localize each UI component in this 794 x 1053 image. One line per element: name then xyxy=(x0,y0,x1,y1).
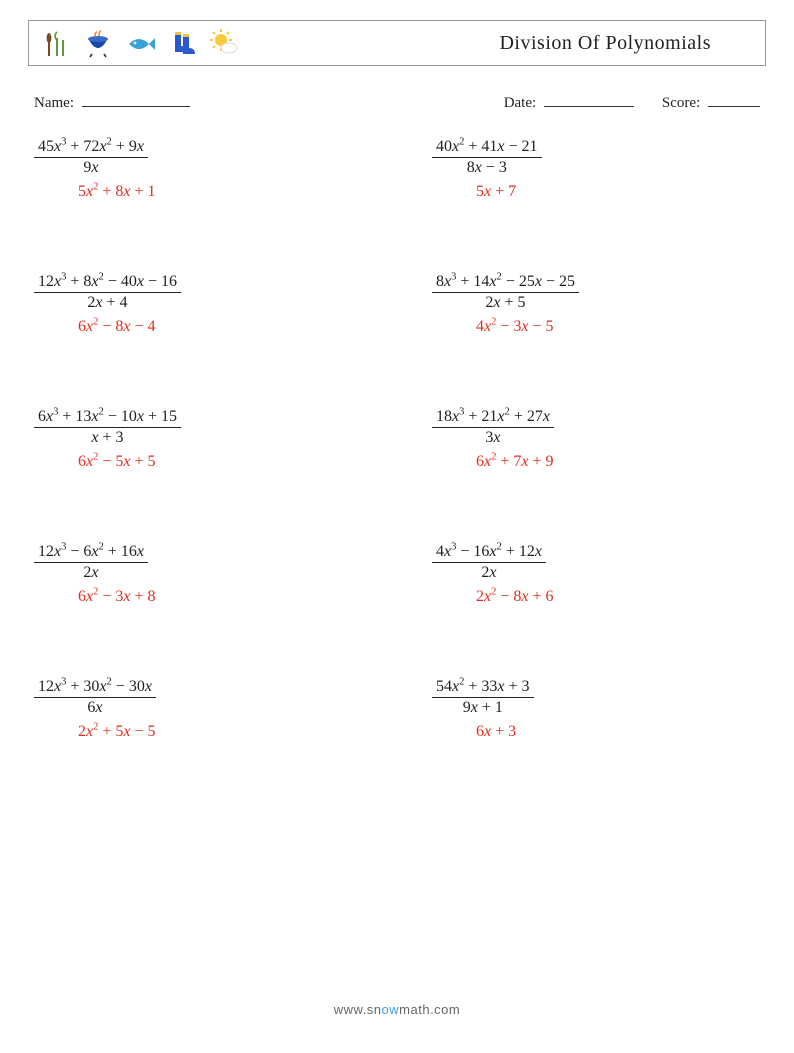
answer: 4x2 − 3x − 5 xyxy=(432,318,554,336)
cauldron-icon xyxy=(81,26,115,60)
worksheet-page: Division Of Polynomials Name: Date: Scor… xyxy=(0,0,794,1053)
problem-6: 18x3 + 21x2 + 27x3x 6x2 + 7x + 9 xyxy=(402,408,764,471)
fraction: 12x3 − 6x2 + 16x2x xyxy=(34,543,148,582)
fraction: 45x3 + 72x2 + 9x9x xyxy=(34,138,148,177)
name-blank[interactable] xyxy=(82,92,190,107)
info-row: Name: Date: Score: xyxy=(34,92,760,112)
problems-grid: 45x3 + 72x2 + 9x9x 5x2 + 8x + 1 40x2 + 41x… xyxy=(28,132,766,741)
numerator: 6x3 + 13x2 − 10x + 15 xyxy=(34,408,181,428)
fraction: 12x3 + 8x2 − 40x − 162x + 4 xyxy=(34,273,181,312)
fraction: 4x3 − 16x2 + 12x2x xyxy=(432,543,546,582)
denominator: 2x + 5 xyxy=(432,293,579,312)
date-field: Date: xyxy=(504,92,634,112)
numerator: 18x3 + 21x2 + 27x xyxy=(432,408,554,428)
fraction: 18x3 + 21x2 + 27x3x xyxy=(432,408,554,447)
numerator: 4x3 − 16x2 + 12x xyxy=(432,543,546,563)
problem-10: 54x2 + 33x + 39x + 1 6x + 3 xyxy=(402,678,764,741)
answer: 5x + 7 xyxy=(432,183,516,201)
answer: 6x2 − 5x + 5 xyxy=(34,453,156,471)
denominator: 2x xyxy=(34,563,148,582)
name-field: Name: xyxy=(34,92,190,112)
name-label: Name: xyxy=(34,95,74,111)
fish-icon xyxy=(123,26,157,60)
score-field: Score: xyxy=(662,92,760,112)
answer: 2x2 − 8x + 6 xyxy=(432,588,554,606)
answer: 2x2 + 5x − 5 xyxy=(34,723,156,741)
fraction: 8x3 + 14x2 − 25x − 252x + 5 xyxy=(432,273,579,312)
problem-3: 12x3 + 8x2 − 40x − 162x + 4 6x2 − 8x − 4 xyxy=(30,273,392,336)
numerator: 12x3 + 8x2 − 40x − 16 xyxy=(34,273,181,293)
header-bar: Division Of Polynomials xyxy=(28,20,766,66)
denominator: x + 3 xyxy=(34,428,181,447)
numerator: 12x3 + 30x2 − 30x xyxy=(34,678,156,698)
denominator: 9x xyxy=(34,158,148,177)
answer: 5x2 + 8x + 1 xyxy=(34,183,156,201)
answer: 6x2 − 8x − 4 xyxy=(34,318,156,336)
numerator: 8x3 + 14x2 − 25x − 25 xyxy=(432,273,579,293)
boots-icon xyxy=(165,26,199,60)
sun-cloud-icon xyxy=(207,26,241,60)
header-icons xyxy=(39,26,241,60)
date-blank[interactable] xyxy=(544,92,634,107)
numerator: 54x2 + 33x + 3 xyxy=(432,678,534,698)
date-label: Date: xyxy=(504,95,536,111)
fraction: 40x2 + 41x − 218x − 3 xyxy=(432,138,542,177)
cattail-icon xyxy=(39,26,73,60)
problem-2: 40x2 + 41x − 218x − 3 5x + 7 xyxy=(402,138,764,201)
denominator: 9x + 1 xyxy=(432,698,534,717)
problem-8: 4x3 − 16x2 + 12x2x 2x2 − 8x + 6 xyxy=(402,543,764,606)
fraction: 12x3 + 30x2 − 30x6x xyxy=(34,678,156,717)
denominator: 2x + 4 xyxy=(34,293,181,312)
fraction: 6x3 + 13x2 − 10x + 15x + 3 xyxy=(34,408,181,447)
answer: 6x2 − 3x + 8 xyxy=(34,588,156,606)
problem-7: 12x3 − 6x2 + 16x2x 6x2 − 3x + 8 xyxy=(30,543,392,606)
answer: 6x2 + 7x + 9 xyxy=(432,453,554,471)
problem-9: 12x3 + 30x2 − 30x6x 2x2 + 5x − 5 xyxy=(30,678,392,741)
score-label: Score: xyxy=(662,95,700,111)
problem-4: 8x3 + 14x2 − 25x − 252x + 5 4x2 − 3x − 5 xyxy=(402,273,764,336)
denominator: 8x − 3 xyxy=(432,158,542,177)
denominator: 6x xyxy=(34,698,156,717)
problem-1: 45x3 + 72x2 + 9x9x 5x2 + 8x + 1 xyxy=(30,138,392,201)
numerator: 40x2 + 41x − 21 xyxy=(432,138,542,158)
answer: 6x + 3 xyxy=(432,723,516,741)
footer-url: www.snowmath.com xyxy=(0,1002,794,1017)
fraction: 54x2 + 33x + 39x + 1 xyxy=(432,678,534,717)
numerator: 45x3 + 72x2 + 9x xyxy=(34,138,148,158)
denominator: 3x xyxy=(432,428,554,447)
score-blank[interactable] xyxy=(708,92,760,107)
problem-5: 6x3 + 13x2 − 10x + 15x + 3 6x2 − 5x + 5 xyxy=(30,408,392,471)
worksheet-title: Division Of Polynomials xyxy=(499,32,711,55)
numerator: 12x3 − 6x2 + 16x xyxy=(34,543,148,563)
denominator: 2x xyxy=(432,563,546,582)
